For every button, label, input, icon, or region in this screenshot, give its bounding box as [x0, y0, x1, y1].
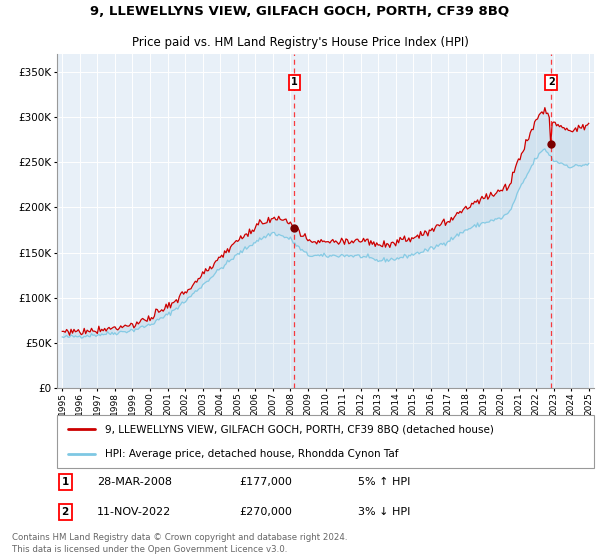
Text: Contains HM Land Registry data © Crown copyright and database right 2024.
This d: Contains HM Land Registry data © Crown c… — [12, 533, 347, 554]
Text: 3% ↓ HPI: 3% ↓ HPI — [358, 507, 410, 517]
Text: 2: 2 — [61, 507, 68, 517]
Text: 9, LLEWELLYNS VIEW, GILFACH GOCH, PORTH, CF39 8BQ (detached house): 9, LLEWELLYNS VIEW, GILFACH GOCH, PORTH,… — [106, 424, 494, 435]
Text: 9, LLEWELLYNS VIEW, GILFACH GOCH, PORTH, CF39 8BQ: 9, LLEWELLYNS VIEW, GILFACH GOCH, PORTH,… — [91, 6, 509, 18]
Text: 5% ↑ HPI: 5% ↑ HPI — [358, 477, 410, 487]
Text: 2: 2 — [548, 77, 554, 87]
Text: 1: 1 — [291, 77, 298, 87]
Text: HPI: Average price, detached house, Rhondda Cynon Taf: HPI: Average price, detached house, Rhon… — [106, 449, 399, 459]
Text: £270,000: £270,000 — [239, 507, 292, 517]
Text: £177,000: £177,000 — [239, 477, 292, 487]
Text: 1: 1 — [61, 477, 68, 487]
Text: 28-MAR-2008: 28-MAR-2008 — [97, 477, 172, 487]
Text: 11-NOV-2022: 11-NOV-2022 — [97, 507, 172, 517]
Text: Price paid vs. HM Land Registry's House Price Index (HPI): Price paid vs. HM Land Registry's House … — [131, 36, 469, 49]
